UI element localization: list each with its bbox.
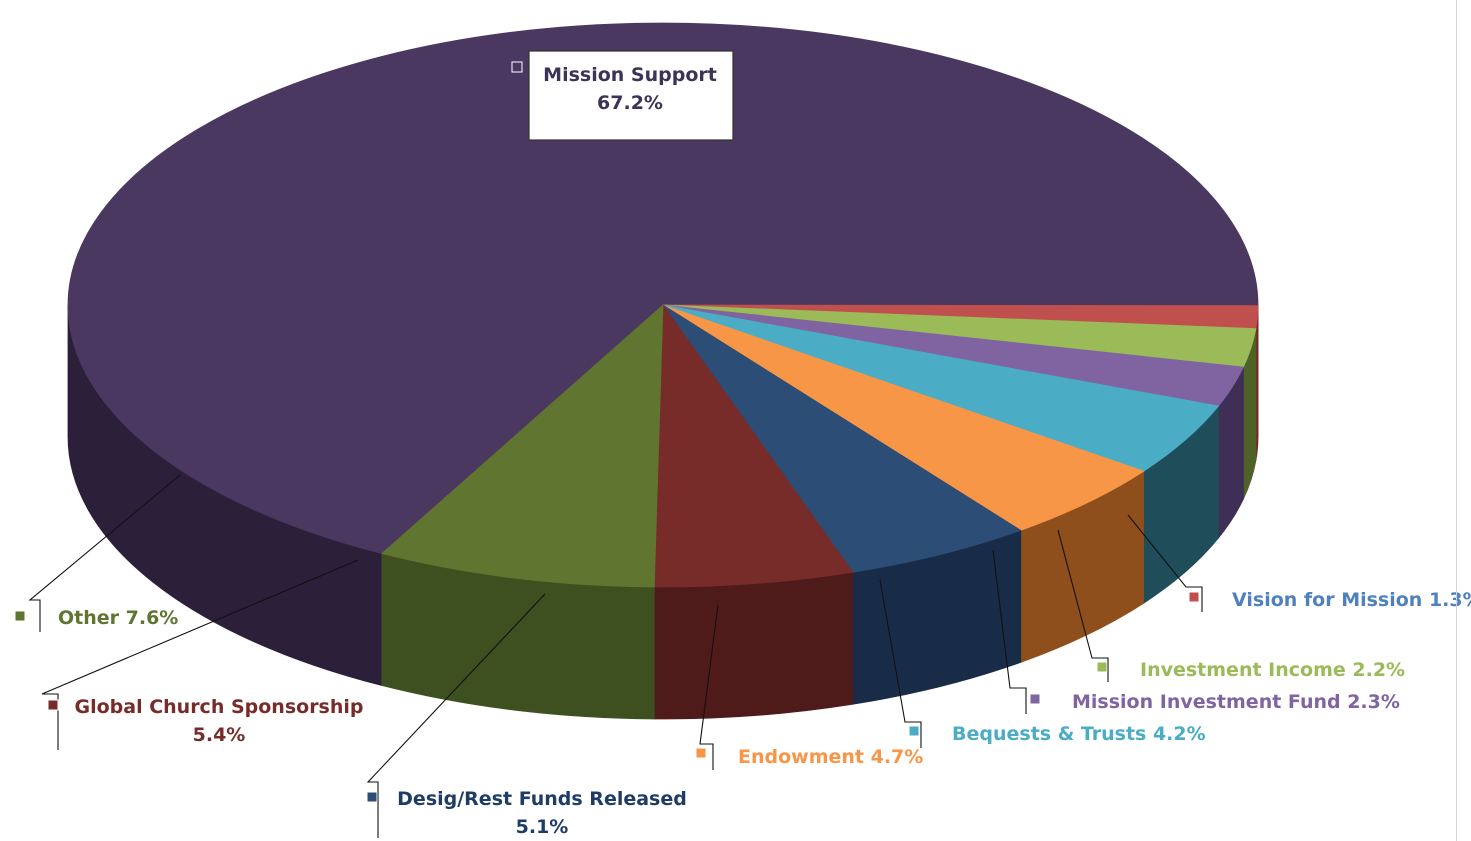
label-marker-mission-investment-fund bbox=[1029, 693, 1041, 705]
data-label-desig-rest-funds-released: Desig/Rest Funds Released 5.1% bbox=[397, 788, 687, 838]
label-marker-mission-support bbox=[511, 61, 523, 73]
data-label-mission-investment-fund: Mission Investment Fund 2.3% bbox=[1072, 691, 1400, 713]
label-marker-investment-income bbox=[1096, 661, 1108, 673]
leader-line-global-church-sponsorship bbox=[41, 559, 359, 750]
data-label-value-global-church-sponsorship: 5.4% bbox=[193, 724, 246, 746]
leader-line-other bbox=[28, 474, 181, 632]
data-label-value-mission-support: 67.2% bbox=[597, 92, 663, 114]
data-label-investment-income: Investment Income 2.2% bbox=[1140, 659, 1405, 681]
data-label-bequests-and-trusts: Bequests & Trusts 4.2% bbox=[952, 723, 1206, 745]
data-label-text-endowment: Endowment 4.7% bbox=[738, 746, 923, 768]
data-label-text-vision-for-mission: Vision for Mission 1.3% bbox=[1232, 589, 1471, 611]
label-marker-other bbox=[14, 610, 26, 622]
data-label-text-global-church-sponsorship: Global Church Sponsorship bbox=[74, 696, 363, 718]
data-label-value-desig-rest-funds-released: 5.1% bbox=[516, 816, 569, 838]
label-marker-endowment bbox=[695, 747, 707, 759]
label-marker-global-church-sponsorship bbox=[47, 699, 59, 711]
data-label-text-investment-income: Investment Income 2.2% bbox=[1140, 659, 1405, 681]
label-marker-desig-rest-funds-released bbox=[366, 791, 378, 803]
label-marker-bequests-and-trusts bbox=[908, 725, 920, 737]
data-label-text-mission-support: Mission Support bbox=[543, 64, 717, 86]
leader-line-vision-for-mission bbox=[1127, 514, 1203, 612]
pie-slice-mission-support bbox=[67, 22, 1259, 554]
data-label-other: Other 7.6% bbox=[58, 607, 178, 629]
data-label-text-other: Other 7.6% bbox=[58, 607, 178, 629]
data-label-text-bequests-and-trusts: Bequests & Trusts 4.2% bbox=[952, 723, 1206, 745]
pie-slice-global-church-sponsorship bbox=[653, 303, 854, 588]
label-box-mission-support bbox=[528, 50, 734, 141]
chart-area-border bbox=[1456, 0, 1457, 841]
pie-slice-other bbox=[381, 304, 664, 588]
pie-slice-desig-rest-funds-released bbox=[662, 304, 1022, 573]
data-label-endowment: Endowment 4.7% bbox=[738, 746, 923, 768]
data-label-text-mission-investment-fund: Mission Investment Fund 2.3% bbox=[1072, 691, 1400, 713]
leader-line-desig-rest-funds-released bbox=[366, 593, 546, 838]
data-label-global-church-sponsorship: Global Church Sponsorship 5.4% bbox=[74, 696, 363, 746]
data-label-vision-for-mission: Vision for Mission 1.3% bbox=[1232, 589, 1471, 611]
leader-line-endowment bbox=[699, 604, 719, 770]
data-labels: Mission Support 67.2% Vision for Mission 1… bbox=[14, 50, 1471, 838]
leader-line-mission-investment-fund bbox=[992, 549, 1027, 714]
leader-line-bequests-and-trusts bbox=[879, 579, 922, 748]
label-marker-vision-for-mission bbox=[1188, 591, 1200, 603]
pie-slice-endowment bbox=[662, 304, 1145, 531]
leader-lines bbox=[28, 474, 1203, 838]
leader-line-investment-income bbox=[1057, 529, 1109, 682]
data-label-text-desig-rest-funds-released: Desig/Rest Funds Released bbox=[397, 788, 687, 810]
pie-side-global-church-sponsorship bbox=[653, 571, 854, 720]
pie-tops bbox=[67, 22, 1259, 588]
data-label-mission-support: Mission Support 67.2% bbox=[543, 64, 717, 114]
